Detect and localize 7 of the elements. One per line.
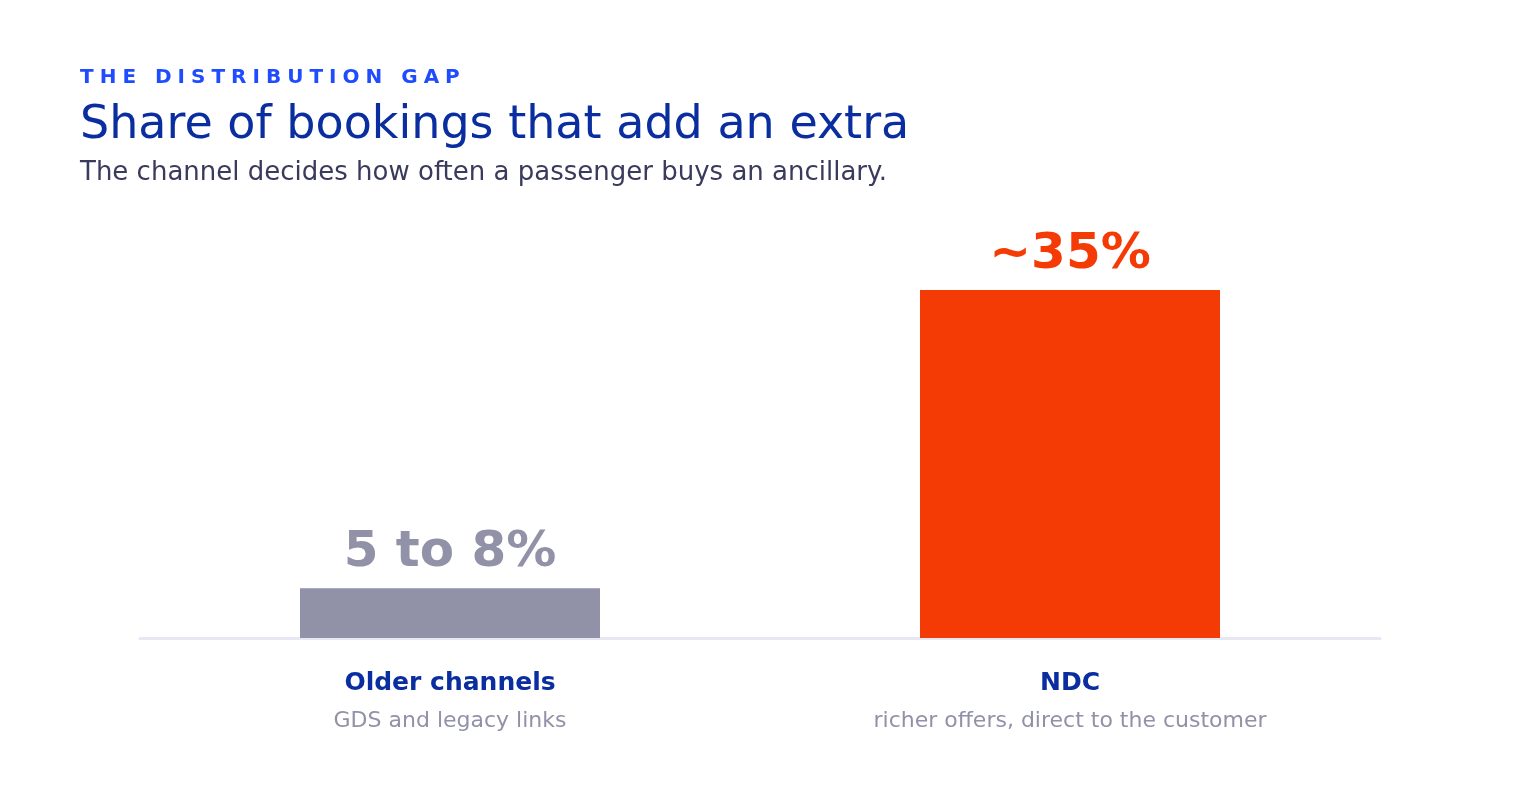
x-tick-label: Older channels GDS and legacy links <box>333 666 567 732</box>
data-label: 5 to 8% <box>343 520 557 579</box>
chart-subtitle: The channel decides how often a passenger buys an ancillary. <box>80 156 888 186</box>
chart-title: Share of bookings that add an extra <box>80 94 910 150</box>
text: THE DISTRIBUTION GAP <box>80 64 467 88</box>
data-label: ~35% <box>989 222 1151 280</box>
x-tick-label: NDC richer offers, direct to the customer <box>873 666 1268 732</box>
